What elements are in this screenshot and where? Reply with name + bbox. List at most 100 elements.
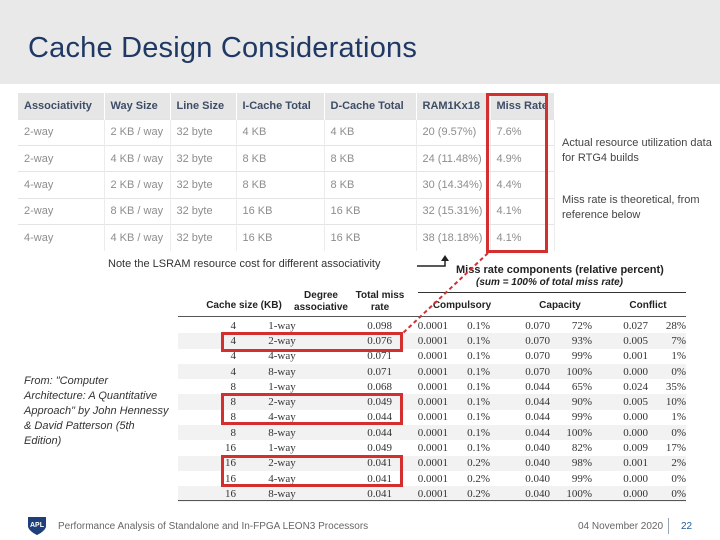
table-cell: 82%: [550, 440, 592, 456]
table-cell: 4.4%: [490, 171, 555, 199]
highlight-16kb-2way-4way: [221, 455, 403, 487]
table-cell: 0.040: [490, 470, 550, 487]
table-cell: 99%: [550, 470, 592, 487]
table-cell: 4 KB: [324, 118, 417, 146]
table-cell: 0.044: [490, 409, 550, 426]
resource-col-header: RAM1Kx18: [416, 93, 491, 119]
table-cell: 8-way: [240, 486, 324, 502]
table-cell: 0.005: [592, 394, 648, 410]
table-cell: 4-way: [18, 224, 105, 251]
table-cell: 0.0001: [392, 318, 448, 334]
table-cell: 16: [178, 455, 240, 471]
table-cell: 0.076: [324, 333, 392, 349]
miss-components-title: Miss rate components (relative percent): [456, 264, 664, 276]
table-row: 2-way 8 KB / way 32 byte 16 KB 16 KB 32 (15.3…: [18, 197, 555, 225]
reference-note: From: "Computer Architecture: A Quantita…: [24, 375, 169, 447]
table-cell: 4.1%: [490, 224, 555, 251]
table-cell: 0.098: [324, 318, 392, 334]
group-rule: [418, 292, 686, 293]
table-cell: 0.2%: [448, 486, 490, 502]
table-row: 4-way 4 KB / way 32 byte 16 KB 16 KB 38 (18.1…: [18, 224, 555, 251]
table-cell: 0.1%: [448, 425, 490, 441]
table-cell: 0.1%: [448, 394, 490, 410]
table-cell: 4 KB: [236, 118, 325, 146]
table-cell: 16 KB: [236, 224, 325, 251]
table-cell: 0%: [648, 470, 686, 487]
table-cell: 8: [178, 379, 240, 395]
table-cell: 0.0001: [392, 333, 448, 349]
resource-col-header: I-Cache Total: [236, 93, 325, 119]
table-cell: 65%: [550, 379, 592, 395]
table-cell: 32 byte: [170, 224, 237, 251]
cache-size-header: Cache size (KB): [206, 300, 282, 311]
table-cell: 100%: [550, 425, 592, 441]
table-cell: 2-way: [18, 197, 105, 225]
table-cell: 0.000: [592, 425, 648, 441]
table-cell: 17%: [648, 440, 686, 456]
table-cell: 72%: [550, 318, 592, 334]
table-cell: 8-way: [240, 425, 324, 441]
table-cell: 2-way: [18, 118, 105, 146]
table-cell: 0.1%: [448, 348, 490, 364]
table-cell: 100%: [550, 486, 592, 502]
table-cell: 2 KB / way: [104, 118, 171, 146]
total-miss-header: Total miss rate: [355, 290, 405, 313]
table-row: 16 1-way 0.049 0.0001 0.1% 0.040 82% 0.009 17%: [178, 440, 686, 456]
table-row: 16 2-way 0.041 0.0001 0.2% 0.040 98% 0.001 2%: [178, 455, 686, 471]
table-cell: 38 (18.18%): [416, 224, 491, 251]
conflict-header: Conflict: [629, 300, 667, 311]
table-cell: 90%: [550, 394, 592, 410]
table-cell: 0.070: [490, 318, 550, 334]
table-cell: 24 (11.48%): [416, 144, 491, 172]
table-cell: 32 (15.31%): [416, 197, 491, 225]
table-cell: 0.000: [592, 486, 648, 502]
table-cell: 8: [178, 425, 240, 441]
table-cell: 0.0001: [392, 486, 448, 502]
table-cell: 16: [178, 486, 240, 502]
table-cell: 4.1%: [490, 197, 555, 225]
footer-separator: [668, 518, 669, 534]
table-row: 4 8-way 0.071 0.0001 0.1% 0.070 100% 0.000 0%: [178, 363, 686, 380]
table-cell: 0.0001: [392, 470, 448, 487]
table-cell: 0.044: [324, 425, 392, 441]
table-cell: 1-way: [240, 440, 324, 456]
table-cell: 0.027: [592, 318, 648, 334]
footer-title: Performance Analysis of Standalone and I…: [58, 521, 369, 532]
table-cell: 0.044: [490, 379, 550, 395]
table-cell: 0.0001: [392, 394, 448, 410]
table-cell: 4-way: [240, 409, 324, 426]
table-cell: 0.040: [490, 455, 550, 471]
table-cell: 0.041: [324, 470, 392, 487]
table-cell: 32 byte: [170, 171, 237, 199]
table-cell: 4 KB / way: [104, 224, 171, 251]
table-cell: 0.041: [324, 455, 392, 471]
table-cell: 0.044: [490, 394, 550, 410]
table-cell: 7.6%: [490, 118, 555, 146]
table-row: 8 4-way 0.044 0.0001 0.1% 0.044 99% 0.000 1%: [178, 409, 686, 426]
table-row: 16 8-way 0.041 0.0001 0.2% 0.040 100% 0.000 0%: [178, 486, 686, 502]
table-cell: 10%: [648, 394, 686, 410]
miss-rate-note: Miss rate is theoretical, from reference…: [562, 194, 700, 221]
table-cell: 4-way: [240, 470, 324, 487]
resource-table-header: Associativity Way Size Line Size I-Cache To…: [18, 93, 555, 119]
footer-date: 04 November 2020: [578, 521, 664, 532]
table-row: 8 8-way 0.044 0.0001 0.1% 0.044 100% 0.000 0%: [178, 425, 686, 441]
table-cell: 0.0001: [392, 348, 448, 364]
table-cell: 8 KB: [236, 171, 325, 199]
table-cell: 0.2%: [448, 470, 490, 487]
table-cell: 4-way: [240, 348, 324, 364]
table-cell: 16 KB: [236, 197, 325, 225]
table-cell: 2 KB / way: [104, 171, 171, 199]
table-cell: 2-way: [240, 455, 324, 471]
table-cell: 1%: [648, 409, 686, 426]
header-rule: [178, 316, 686, 317]
table-cell: 4 KB / way: [104, 144, 171, 172]
title-bar: [0, 0, 720, 84]
table-cell: 16 KB: [324, 197, 417, 225]
table-cell: 0.1%: [448, 409, 490, 426]
resource-note: Actual resource utilization data for RTG…: [562, 137, 712, 164]
degree-header: Degree associative: [294, 290, 348, 313]
table-cell: 0.1%: [448, 440, 490, 456]
table-row: 4 2-way 0.076 0.0001 0.1% 0.070 93% 0.005 7%: [178, 333, 686, 349]
table-cell: 8: [178, 394, 240, 410]
